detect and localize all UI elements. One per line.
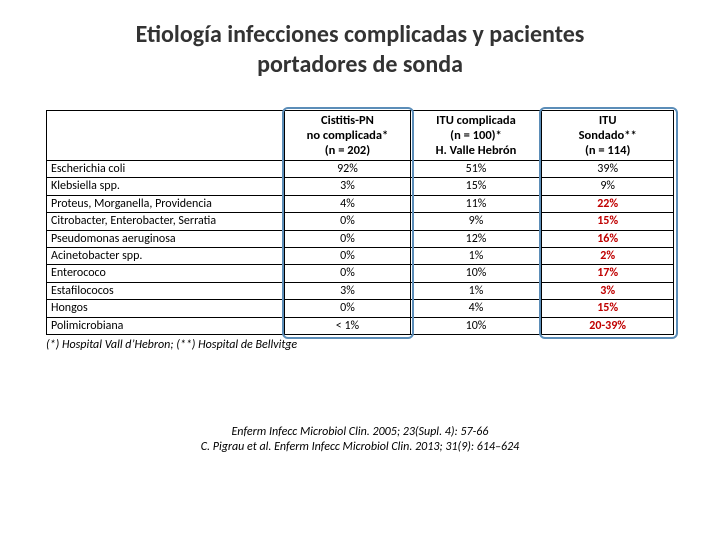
value-cell-itu-complicada: 1%: [410, 282, 542, 299]
value-cell-itu-complicada: 51%: [410, 161, 542, 178]
value-cell-itu-complicada: 9%: [410, 213, 542, 230]
value-cell-sondado: 39%: [542, 161, 674, 178]
value-cell-cistitis: 3%: [285, 178, 410, 195]
table-row: Escherichia coli92%51%39%: [47, 161, 674, 178]
value-cell-cistitis: 0%: [285, 230, 410, 247]
title-line-1: Etiología infecciones complicadas y paci…: [136, 20, 585, 49]
col-header-3: ITU Sondado** (n = 114): [542, 111, 674, 161]
value-cell-cistitis: 0%: [285, 265, 410, 282]
value-cell-sondado: 22%: [542, 195, 674, 212]
etiology-table: Cistitis-PN no complicada* (n = 202) ITU…: [46, 110, 674, 335]
table-wrap: Cistitis-PN no complicada* (n = 202) ITU…: [46, 110, 674, 335]
organism-cell: Citrobacter, Enterobacter, Serratia: [47, 213, 285, 230]
organism-cell: Hongos: [47, 300, 285, 317]
value-cell-itu-complicada: 10%: [410, 317, 542, 334]
table-row: Estafilococos3%1%3%: [47, 282, 674, 299]
organism-cell: Polimicrobiana: [47, 317, 285, 334]
organism-cell: Enterococo: [47, 265, 285, 282]
value-cell-sondado: 3%: [542, 282, 674, 299]
ref-line-2: C. Pigrau et al. Enferm Infecc Microbiol…: [0, 440, 720, 456]
table-row: Acinetobacter spp.0%1%2%: [47, 247, 674, 264]
col-header-0: [47, 111, 285, 161]
organism-cell: Escherichia coli: [47, 161, 285, 178]
value-cell-cistitis: < 1%: [285, 317, 410, 334]
value-cell-cistitis: 0%: [285, 213, 410, 230]
table-row: Polimicrobiana< 1%10%20-39%: [47, 317, 674, 334]
table-row: Pseudomonas aeruginosa0%12%16%: [47, 230, 674, 247]
title-line-2: portadores de sonda: [257, 50, 463, 79]
table-row: Enterococo0%10%17%: [47, 265, 674, 282]
value-cell-itu-complicada: 1%: [410, 247, 542, 264]
value-cell-sondado: 20-39%: [542, 317, 674, 334]
value-cell-itu-complicada: 4%: [410, 300, 542, 317]
slide-root: Etiología infecciones complicadas y paci…: [0, 0, 720, 540]
table-row: Klebsiella spp.3%15%9%: [47, 178, 674, 195]
col-header-1: Cistitis-PN no complicada* (n = 202): [285, 111, 410, 161]
value-cell-itu-complicada: 15%: [410, 178, 542, 195]
footnote: (*) Hospital Vall d’Hebron; (**) Hospita…: [46, 338, 674, 352]
value-cell-sondado: 17%: [542, 265, 674, 282]
organism-cell: Estafilococos: [47, 282, 285, 299]
ref-line-1: Enferm Infecc Microbiol Clin. 2005; 23(S…: [0, 425, 720, 441]
col-header-2: ITU complicada (n = 100)* H. Valle Hebró…: [410, 111, 542, 161]
value-cell-cistitis: 4%: [285, 195, 410, 212]
value-cell-itu-complicada: 10%: [410, 265, 542, 282]
value-cell-itu-complicada: 11%: [410, 195, 542, 212]
organism-cell: Klebsiella spp.: [47, 178, 285, 195]
value-cell-sondado: 15%: [542, 213, 674, 230]
table-row: Proteus, Morganella, Providencia4%11%22%: [47, 195, 674, 212]
table-row: Hongos0%4%15%: [47, 300, 674, 317]
value-cell-cistitis: 0%: [285, 300, 410, 317]
slide-title: Etiología infecciones complicadas y paci…: [40, 20, 680, 80]
value-cell-sondado: 9%: [542, 178, 674, 195]
table-head: Cistitis-PN no complicada* (n = 202) ITU…: [47, 111, 674, 161]
references: Enferm Infecc Microbiol Clin. 2005; 23(S…: [0, 425, 720, 456]
value-cell-cistitis: 92%: [285, 161, 410, 178]
organism-cell: Acinetobacter spp.: [47, 247, 285, 264]
table-body: Escherichia coli92%51%39%Klebsiella spp.…: [47, 161, 674, 335]
table-row: Citrobacter, Enterobacter, Serratia0%9%1…: [47, 213, 674, 230]
value-cell-cistitis: 3%: [285, 282, 410, 299]
organism-cell: Proteus, Morganella, Providencia: [47, 195, 285, 212]
value-cell-sondado: 16%: [542, 230, 674, 247]
value-cell-sondado: 15%: [542, 300, 674, 317]
organism-cell: Pseudomonas aeruginosa: [47, 230, 285, 247]
value-cell-sondado: 2%: [542, 247, 674, 264]
value-cell-itu-complicada: 12%: [410, 230, 542, 247]
value-cell-cistitis: 0%: [285, 247, 410, 264]
